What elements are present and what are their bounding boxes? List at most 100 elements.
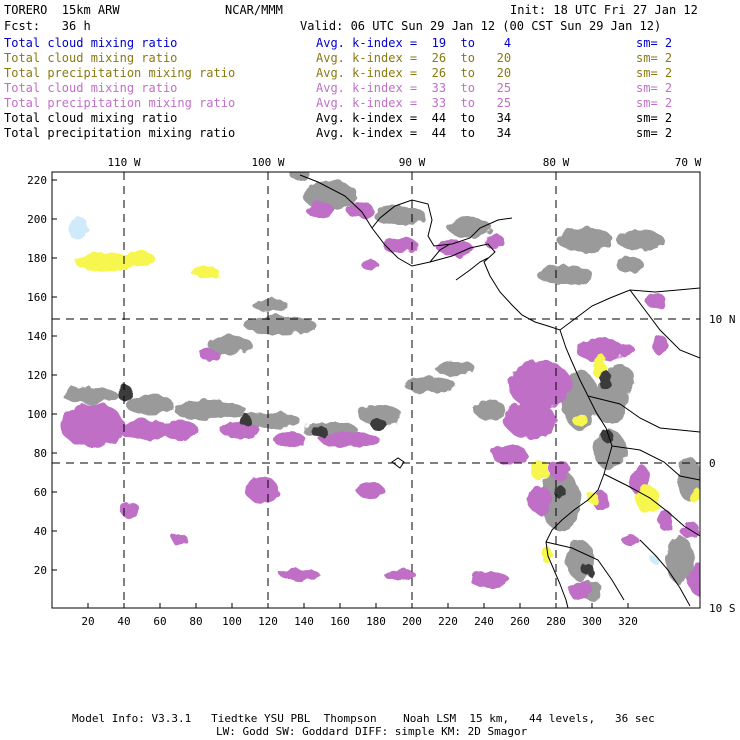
cloud-blob [435,360,475,376]
legend-sm-label: sm= 2 [636,126,673,140]
dense-cloud-blob [554,486,566,498]
x-tick-label: 280 [546,615,566,628]
precip-blob [504,402,556,438]
x-tick-label: 300 [582,615,602,628]
precip-blob [688,564,700,596]
island-galapagos [391,457,405,469]
border-3 [603,473,700,537]
precip-blob [119,420,171,440]
precip-blob [320,432,380,448]
border-1 [587,395,700,433]
legend-kindex-label: Avg. k-index = 33 to 25 [316,96,512,110]
y-tick-label: 60 [34,486,47,499]
precip-blob [60,403,124,447]
precip-blob [576,338,624,362]
precip-blob [437,240,473,256]
precip-blob [645,292,665,308]
dense-cloud-blob [239,414,251,426]
precip-blob [120,502,140,518]
x-tick-label: 200 [402,615,422,628]
x-tick-label: 20 [81,615,94,628]
valid-time: Valid: 06 UTC Sun 29 Jan 12 (00 CST Sun … [300,19,662,33]
cloud-blob [208,335,252,355]
x-tick-label: 180 [366,615,386,628]
legend-sm-label: sm= 2 [636,66,673,80]
cloud-blob [62,387,118,403]
cloud-blob [666,536,694,584]
y-tick-label: 220 [27,174,47,187]
y-tick-label: 100 [27,408,47,421]
precip-blob [568,580,592,600]
x-tick-label: 260 [510,615,530,628]
cloud-blob [374,206,426,226]
legend-kindex-label: Avg. k-index = 26 to 20 [316,51,512,65]
legend-kindex-label: Avg. k-index = 26 to 20 [316,66,512,80]
legend-sm-label: sm= 2 [636,51,673,65]
legend-kindex-label: Avg. k-index = 44 to 34 [316,111,512,125]
cloud-blob [616,257,644,273]
lon-label: 90 W [399,156,426,169]
coastline-central-america [299,174,700,331]
legend-field-label: Total cloud mixing ratio [4,51,178,65]
x-tick-label: 80 [189,615,202,628]
dense-cloud-blob [117,385,133,401]
y-tick-label: 140 [27,330,47,343]
lon-label: 70 W [675,156,702,169]
cloud-blob [174,400,246,420]
precip-blob [220,422,260,438]
x-tick-label: 40 [117,615,130,628]
x-tick-label: 60 [153,615,166,628]
precip-blob [508,361,572,409]
precip-blob [622,534,638,546]
yellow-blob [126,250,154,266]
border-6 [455,257,489,281]
yellow-blob [75,252,135,272]
y-tick-label: 20 [34,564,47,577]
dense-cloud-blob [370,418,386,430]
lat-label: 10 S [709,602,736,615]
precip-blob [274,432,306,448]
cloud-blob [404,377,456,393]
cyan-blob [68,216,88,240]
coastline-south-america [545,329,613,608]
legend-kindex-label: Avg. k-index = 33 to 25 [316,81,512,95]
cloud-blob [540,470,580,530]
x-tick-label: 120 [258,615,278,628]
cloud-blob [557,228,613,252]
lon-label: 110 W [107,156,140,169]
lat-label: 10 N [709,313,736,326]
cloud-blob [240,412,300,428]
dense-cloud-blob [582,564,594,576]
lon-label: 100 W [251,156,284,169]
border-2 [611,445,700,481]
precip-blob [492,445,528,465]
cloud-blob [290,172,310,181]
precip-blob [200,349,220,361]
lat-label: 0 [709,457,716,470]
y-tick-label: 200 [27,213,47,226]
y-tick-label: 40 [34,525,47,538]
cloud-blob [358,405,402,425]
cloud-blob [616,230,664,250]
dense-cloud-blob [312,426,328,438]
y-tick-label: 80 [34,447,47,460]
legend-field-label: Total precipitation mixing ratio [4,96,236,110]
coast-gulf [629,289,700,359]
org-label: NCAR/MMM [225,3,283,17]
legend-sm-label: sm= 2 [636,111,673,125]
yellow-blob [689,487,700,503]
legend-sm-label: sm= 2 [636,81,673,95]
coastline-yucatan [371,199,513,247]
footer-physics-info: LW: Godd SW: Goddard DIFF: simple KM: 2D… [216,725,528,738]
legend-field-label: Total cloud mixing ratio [4,36,178,50]
cloud-blob [252,299,288,311]
init-time: Init: 18 UTC Fri 27 Jan 12 [510,3,698,17]
precip-blob [550,460,570,480]
precip-blob [382,237,418,253]
cloud-blob [537,265,593,285]
precip-blob [652,335,668,355]
legend-field-label: Total precipitation mixing ratio [4,126,236,140]
precip-blob [356,482,384,498]
cloud-blob [594,430,626,470]
cloud-blob [474,400,506,420]
